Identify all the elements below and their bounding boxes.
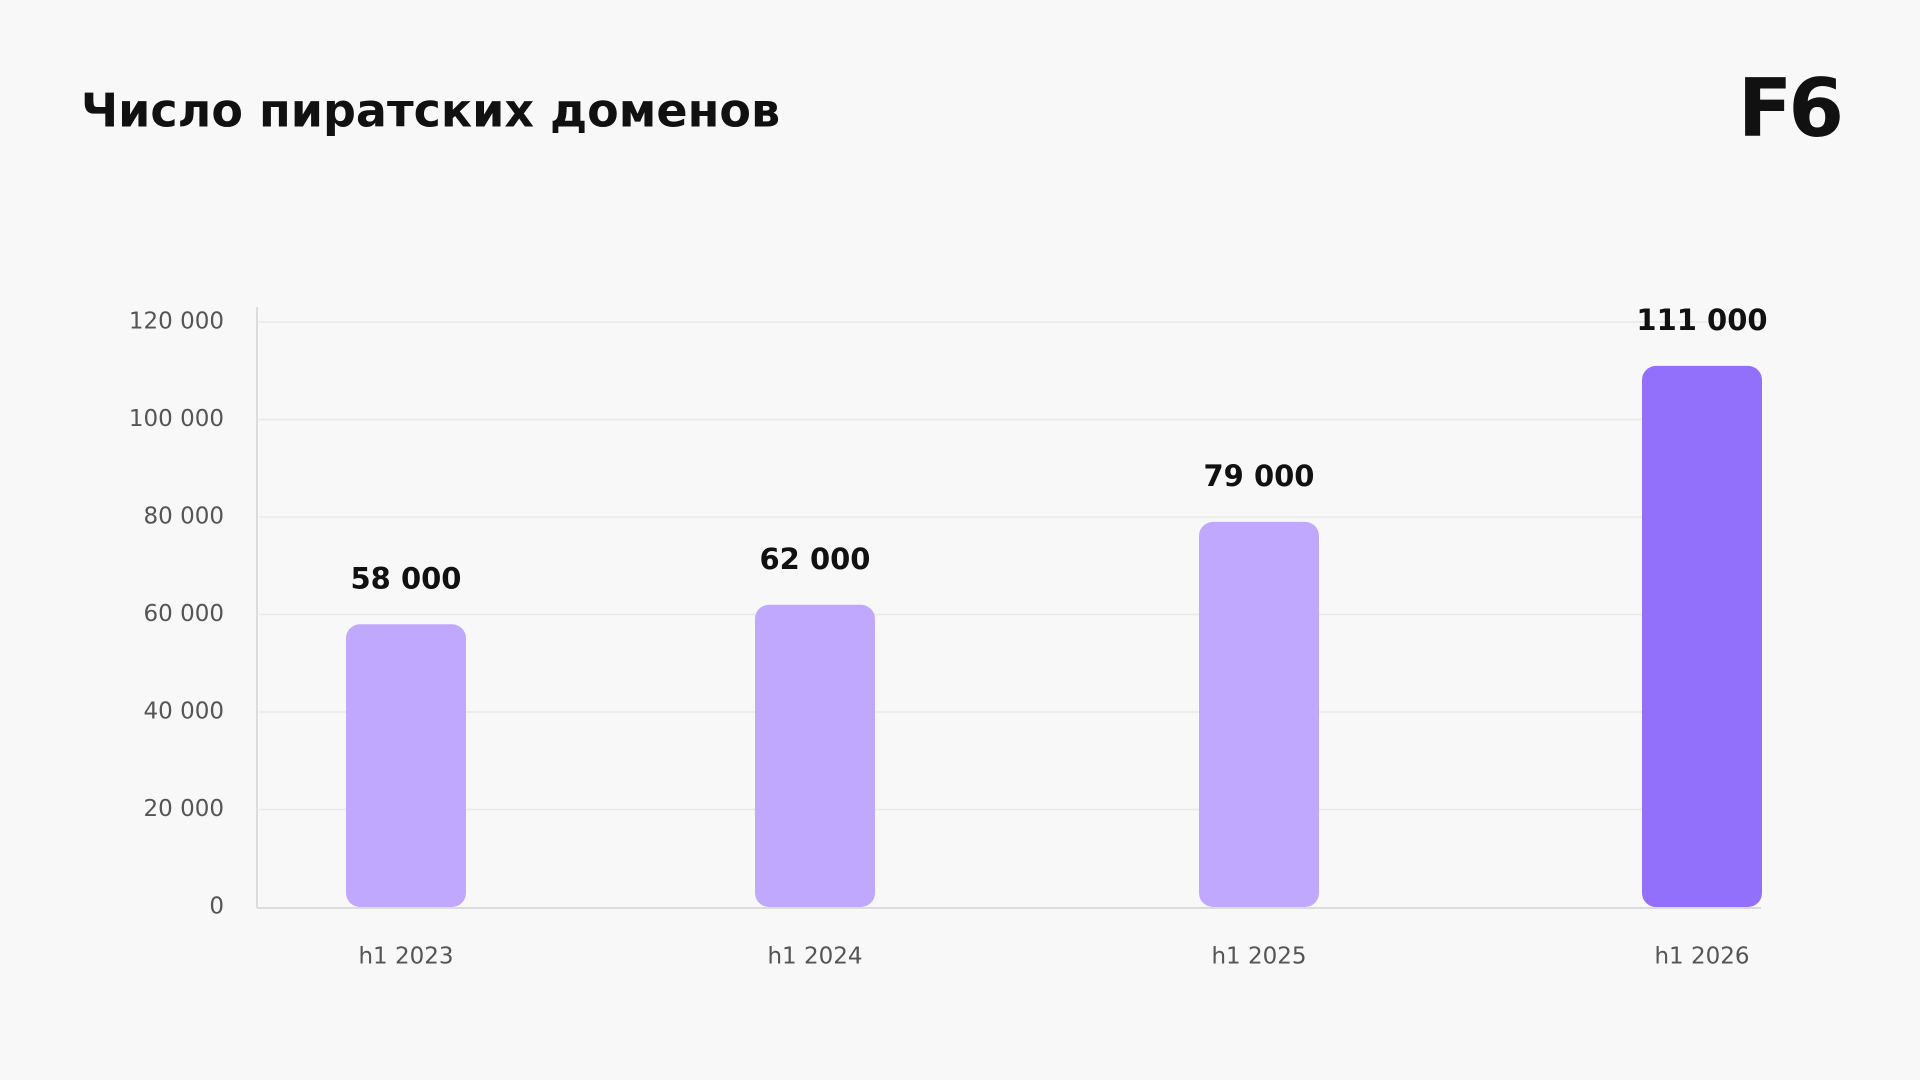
bar [1199, 521, 1319, 907]
value-label: 111 000 [1636, 303, 1767, 337]
y-tick-label: 20 000 [144, 796, 224, 822]
bar [1642, 365, 1762, 907]
logo: F6 [1738, 62, 1841, 155]
value-label: 58 000 [351, 561, 462, 595]
y-tick-label: 100 000 [129, 406, 224, 432]
bar [755, 604, 875, 907]
x-tick-label: h1 2026 [1654, 944, 1749, 970]
x-tick-label: h1 2025 [1211, 944, 1306, 970]
y-tick-label: 80 000 [144, 504, 224, 530]
bar [346, 624, 466, 907]
y-tick-label: 40 000 [144, 699, 224, 725]
y-tick-label: 60 000 [144, 601, 224, 627]
value-label: 62 000 [760, 542, 871, 576]
x-tick-label: h1 2023 [358, 944, 453, 970]
y-tick-label: 0 [209, 894, 224, 920]
value-label: 79 000 [1204, 459, 1315, 493]
y-tick-label: 120 000 [129, 309, 224, 335]
x-tick-label: h1 2024 [767, 944, 862, 970]
chart-title: Число пиратских доменов [81, 84, 780, 138]
